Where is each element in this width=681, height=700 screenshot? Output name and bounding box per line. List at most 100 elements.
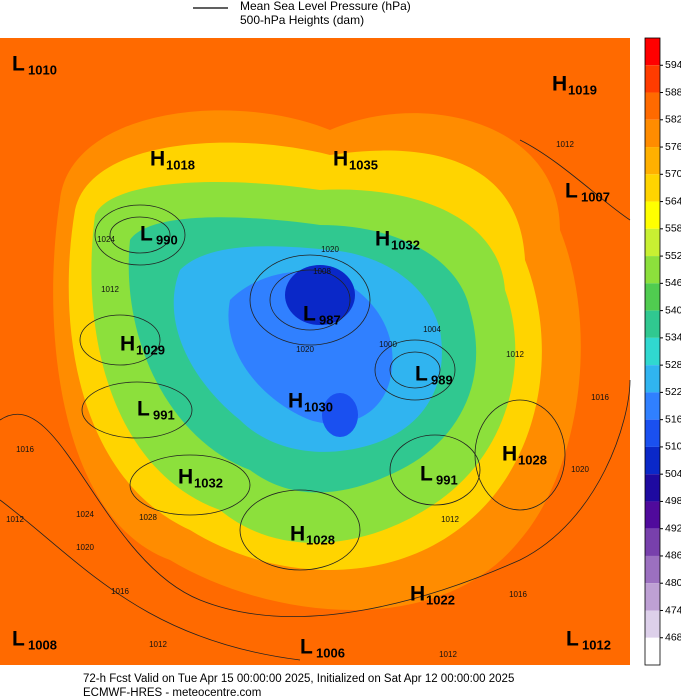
colorbar-frame [644,37,661,666]
center-pressure: 1022 [426,592,455,607]
center-pressure: 1032 [194,475,223,490]
colorbar-cell [645,65,660,93]
colorbar-label: 558 [665,223,681,235]
center-letter: H [502,443,517,466]
center-pressure: 1032 [391,237,420,252]
center-pressure: 1028 [518,452,547,467]
colorbar-cell [645,419,660,447]
isobar-label: 1000 [379,340,397,349]
colorbar-cell [645,501,660,529]
isobar-label: 1012 [101,285,119,294]
colorbar-label: 552 [665,250,681,262]
isobar-label: 1020 [76,543,94,552]
colorbar-label: 480 [665,577,681,589]
isobar-label: 1012 [506,350,524,359]
colorbar-label: 474 [665,604,681,616]
colorbar-cell [645,474,660,502]
height-zone [228,271,393,424]
isobar-label: 1016 [509,590,527,599]
colorbar-cell [645,147,660,175]
isobar-label: 1020 [296,345,314,354]
center-pressure: 1006 [316,645,345,660]
colorbar-cell [645,392,660,420]
colorbar-cell [645,528,660,556]
isobar-label: 1016 [111,587,129,596]
isobar-label: 1012 [149,640,167,649]
isobar-label: 1028 [139,513,157,522]
isobar-label: 1004 [423,325,441,334]
colorbar-cell [645,283,660,311]
colorbar-cell [645,310,660,338]
colorbar-label: 492 [665,522,681,534]
colorbar-cell [645,583,660,611]
colorbar-label: 528 [665,359,681,371]
isobar-label: 1016 [16,445,34,454]
center-letter: H [178,466,193,489]
colorbar-cell [645,365,660,393]
center-letter: L [420,463,433,486]
center-letter: L [300,636,313,659]
colorbar-cell [645,637,660,665]
colorbar-label: 534 [665,332,681,344]
colorbar-cell [645,337,660,366]
isobar-label: 1016 [591,393,609,402]
colorbar-label: 498 [665,495,681,507]
center-pressure: 991 [436,472,458,487]
colorbar: 594 588 582 576 570 564 558 552 546 540 534 528 522 5… [644,37,681,666]
center-letter: H [150,148,165,171]
center-pressure: 1028 [306,532,335,547]
isobar-label: 1012 [6,515,24,524]
center-pressure: 1035 [349,157,378,172]
legend-heights: 500-hPa Heights (dam) [240,13,364,27]
center-letter: H [552,73,567,96]
center-letter: H [120,333,135,356]
center-letter: L [140,223,153,246]
isobar-label: 1012 [439,650,457,659]
colorbar-label: 546 [665,277,681,289]
center-letter: L [137,398,150,421]
isobar-label: 1020 [321,245,339,254]
center-letter: L [566,628,579,651]
isobar-label: 1024 [76,510,94,519]
center-pressure: 1008 [28,637,57,652]
isobar-label: 1012 [441,515,459,524]
center-letter: H [290,523,305,546]
colorbar-label: 564 [665,195,681,207]
colorbar-label: 540 [665,304,681,316]
isobar-label: 1020 [571,465,589,474]
colorbar-label: 468 [665,632,681,644]
isobar-label: 1024 [97,235,115,244]
center-pressure: 1030 [304,399,333,414]
colorbar-label: 570 [665,168,681,180]
colorbar-label: 576 [665,141,681,153]
center-pressure: 991 [153,407,175,422]
colorbar-cell [645,446,660,475]
colorbar-label: 582 [665,114,681,126]
center-pressure: 1007 [581,189,610,204]
colorbar-label: 486 [665,550,681,562]
center-letter: H [410,583,425,606]
center-pressure: 987 [319,312,341,327]
center-letter: L [415,363,428,386]
colorbar-cell [645,256,660,284]
center-pressure: 990 [156,232,178,247]
colorbar-cell [645,38,660,66]
colorbar-cell [645,610,660,638]
center-pressure: 989 [431,372,453,387]
legend-mslp: Mean Sea Level Pressure (hPa) [240,0,411,13]
colorbar-cell [645,92,660,120]
center-letter: H [333,148,348,171]
isobars [0,139,631,661]
colorbar-label: 516 [665,413,681,425]
colorbar-label: 588 [665,86,681,98]
colorbar-cell [645,228,660,257]
center-pressure: 1029 [136,342,165,357]
center-letter: L [303,303,316,326]
center-pressure: 1018 [166,157,195,172]
colorbar-cell [645,174,660,202]
colorbar-cell [645,555,660,584]
colorbar-label: 594 [665,59,681,71]
center-letter: L [565,180,578,203]
